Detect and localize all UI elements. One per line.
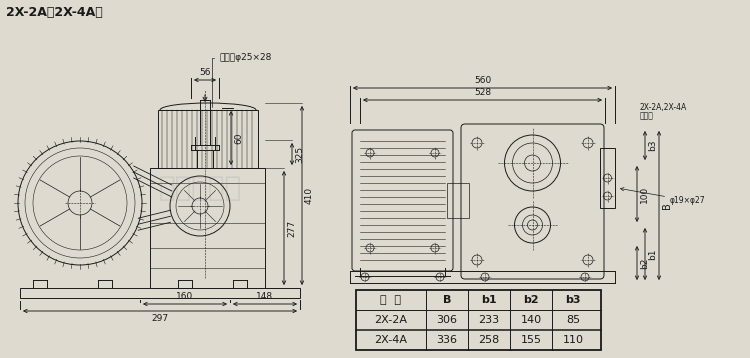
Text: 2X-2A，2X-4A型: 2X-2A，2X-4A型: [6, 6, 103, 19]
Text: 2X-2A,2X-4A: 2X-2A,2X-4A: [640, 103, 687, 112]
Text: 2X-4A: 2X-4A: [374, 335, 407, 345]
Bar: [20, 288, 300, 298]
Text: 110: 110: [562, 335, 584, 345]
Text: 56: 56: [200, 68, 211, 77]
Text: 2X-2A: 2X-2A: [374, 315, 407, 325]
Text: 410: 410: [305, 187, 314, 204]
Text: B: B: [662, 202, 672, 209]
Text: 297: 297: [152, 314, 169, 323]
Text: b2: b2: [524, 295, 538, 305]
Text: 148: 148: [256, 292, 274, 301]
Text: 100: 100: [640, 185, 649, 203]
Text: 277: 277: [287, 219, 296, 237]
Text: 140: 140: [520, 315, 542, 325]
Bar: [600, 148, 615, 208]
Text: 排气管: 排气管: [640, 111, 654, 120]
Text: 进气管φ25×28: 进气管φ25×28: [212, 53, 272, 107]
Text: 永嘉龙泵阀: 永嘉龙泵阀: [158, 174, 242, 202]
Text: b3: b3: [648, 140, 657, 151]
Text: b1: b1: [648, 248, 657, 260]
Text: b2: b2: [640, 257, 649, 269]
Bar: [150, 168, 265, 288]
Text: 306: 306: [436, 315, 457, 325]
Bar: [356, 290, 601, 350]
Text: 528: 528: [474, 88, 491, 97]
Text: 336: 336: [436, 335, 457, 345]
Text: 325: 325: [295, 145, 304, 163]
Text: 560: 560: [474, 76, 491, 85]
Text: 85: 85: [566, 315, 580, 325]
Text: 233: 233: [478, 315, 500, 325]
Text: 60: 60: [234, 132, 243, 144]
Bar: [447, 183, 469, 218]
Text: φ19×φ27: φ19×φ27: [620, 188, 706, 205]
Text: 155: 155: [520, 335, 542, 345]
Text: b3: b3: [566, 295, 580, 305]
Bar: [158, 110, 258, 168]
Text: 型  号: 型 号: [380, 295, 401, 305]
Text: 160: 160: [176, 292, 194, 301]
Text: 258: 258: [478, 335, 500, 345]
Text: B: B: [442, 295, 452, 305]
Text: b1: b1: [482, 295, 496, 305]
